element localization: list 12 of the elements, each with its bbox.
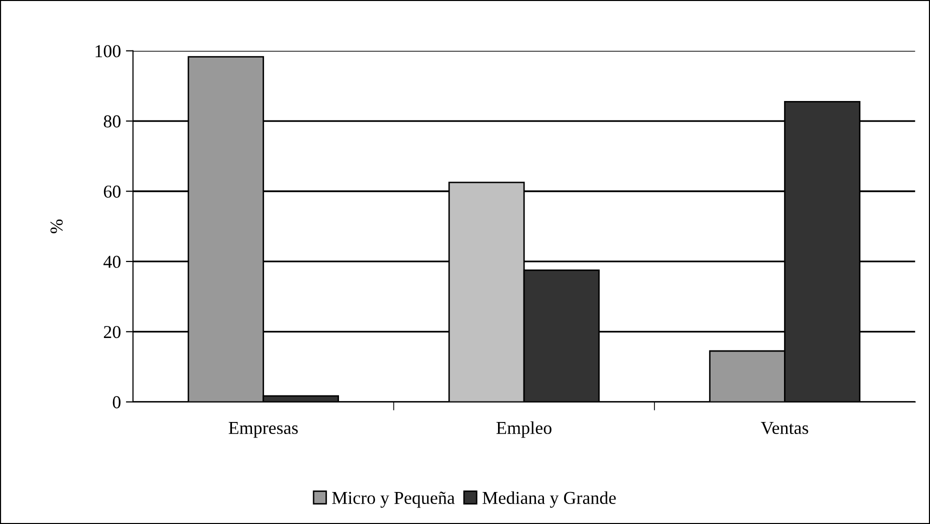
- y-tick-label: 0: [112, 396, 120, 408]
- y-axis-title: %: [50, 219, 63, 234]
- x-tick-label: Empresas: [228, 422, 298, 438]
- y-tick-label: 20: [104, 326, 120, 338]
- y-tick-label: 100: [96, 45, 120, 58]
- y-tick-label: 60: [104, 186, 120, 198]
- legend-label: Mediana y Grande: [482, 491, 616, 508]
- y-tick-label: 80: [104, 115, 120, 128]
- y-tick-label: 40: [103, 256, 120, 268]
- x-tick-label: Empleo: [496, 421, 552, 438]
- legend-label: Micro y Pequeña: [332, 492, 455, 508]
- x-tick-label: Ventas: [760, 422, 808, 434]
